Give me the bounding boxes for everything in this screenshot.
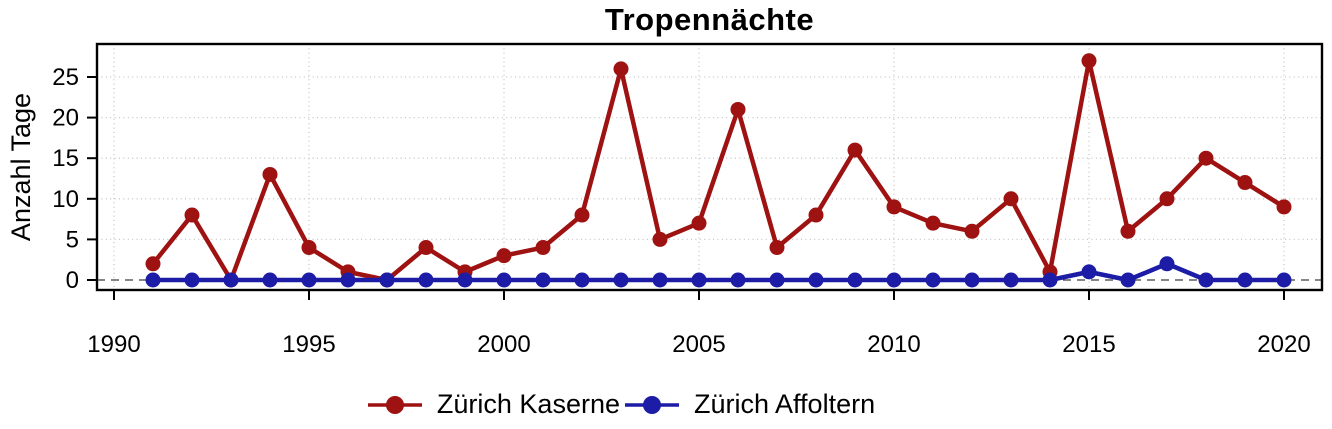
y-tick-label: 10 <box>52 186 79 213</box>
data-point-zurich-affoltern-2010 <box>886 272 902 288</box>
data-point-zurich-affoltern-1998 <box>418 272 434 288</box>
data-point-zurich-affoltern-2018 <box>1198 272 1214 288</box>
data-point-zurich-affoltern-2017 <box>1159 256 1175 272</box>
data-point-zurich-affoltern-2011 <box>925 272 941 288</box>
y-tick-label: 15 <box>52 145 79 172</box>
data-point-zurich-kaserne-2020 <box>1276 199 1292 215</box>
data-point-zurich-affoltern-1995 <box>301 272 317 288</box>
data-point-zurich-affoltern-2001 <box>535 272 551 288</box>
y-tick-label: 25 <box>52 64 79 91</box>
data-point-zurich-kaserne-2006 <box>730 101 746 117</box>
data-point-zurich-affoltern-1999 <box>457 272 473 288</box>
data-point-zurich-affoltern-2014 <box>1042 272 1058 288</box>
data-point-zurich-kaserne-2003 <box>613 61 629 77</box>
y-tick-label: 20 <box>52 105 79 132</box>
data-point-zurich-affoltern-2008 <box>808 272 824 288</box>
data-point-zurich-affoltern-2000 <box>496 272 512 288</box>
data-point-zurich-kaserne-1998 <box>418 240 434 256</box>
plot-border <box>95 42 1324 292</box>
line-dot-marker-icon <box>367 395 422 414</box>
data-point-zurich-kaserne-2018 <box>1198 150 1214 166</box>
data-point-zurich-affoltern-2009 <box>847 272 863 288</box>
x-tick-label: 2005 <box>672 331 725 358</box>
y-tick-label: 5 <box>66 226 79 253</box>
legend-item-zurich-kaserne: Zürich Kaserne <box>367 389 620 420</box>
data-point-zurich-affoltern-2006 <box>730 272 746 288</box>
data-point-zurich-kaserne-2010 <box>886 199 902 215</box>
data-point-zurich-kaserne-2005 <box>691 215 707 231</box>
data-point-zurich-affoltern-1996 <box>340 272 356 288</box>
data-point-zurich-kaserne-2007 <box>769 240 785 256</box>
data-point-zurich-kaserne-2000 <box>496 248 512 264</box>
data-point-zurich-affoltern-2005 <box>691 272 707 288</box>
data-point-zurich-kaserne-1991 <box>145 256 161 272</box>
x-tick-label: 2015 <box>1062 331 1115 358</box>
data-point-zurich-kaserne-1992 <box>184 207 200 223</box>
data-point-zurich-affoltern-2004 <box>652 272 668 288</box>
y-axis-title: Anzahl Tage <box>6 93 36 241</box>
data-point-zurich-affoltern-2013 <box>1003 272 1019 288</box>
series-line-zurich-affoltern <box>150 261 1287 283</box>
legend-label-zurich-affoltern: Zürich Affoltern <box>694 389 876 419</box>
data-point-zurich-kaserne-2008 <box>808 207 824 223</box>
data-point-zurich-affoltern-1991 <box>145 272 161 288</box>
data-point-zurich-kaserne-2019 <box>1237 175 1253 191</box>
plot-area: 0 5 10 15 20 25 1990 1995 2000 2005 2010 2015 2020 An… <box>6 42 1324 358</box>
data-point-zurich-kaserne-1994 <box>262 166 278 182</box>
x-tick-label: 2010 <box>867 331 920 358</box>
data-point-zurich-affoltern-2012 <box>964 272 980 288</box>
data-point-zurich-kaserne-1995 <box>301 240 317 256</box>
data-point-zurich-kaserne-2017 <box>1159 191 1175 207</box>
data-point-zurich-affoltern-1994 <box>262 272 278 288</box>
data-point-zurich-affoltern-2002 <box>574 272 590 288</box>
data-point-zurich-kaserne-2002 <box>574 207 590 223</box>
data-point-zurich-kaserne-2004 <box>652 231 668 247</box>
data-point-zurich-affoltern-2016 <box>1120 272 1136 288</box>
data-point-zurich-affoltern-2015 <box>1081 264 1097 280</box>
data-point-zurich-kaserne-2001 <box>535 240 551 256</box>
data-point-zurich-kaserne-2013 <box>1003 191 1019 207</box>
x-tick-label: 2000 <box>477 331 530 358</box>
x-tick-label: 1990 <box>87 331 140 358</box>
data-point-zurich-affoltern-2019 <box>1237 272 1253 288</box>
data-point-zurich-affoltern-1997 <box>379 272 395 288</box>
legend-label-zurich-kaserne: Zürich Kaserne <box>436 389 620 419</box>
data-point-zurich-kaserne-2011 <box>925 215 941 231</box>
data-point-zurich-kaserne-2015 <box>1081 53 1097 69</box>
data-point-zurich-affoltern-2003 <box>613 272 629 288</box>
data-point-zurich-affoltern-2020 <box>1276 272 1292 288</box>
legend: Zürich Kaserne Zürich Affoltern <box>0 380 1287 429</box>
legend-item-zurich-affoltern: Zürich Affoltern <box>624 389 875 420</box>
data-point-zurich-affoltern-1992 <box>184 272 200 288</box>
y-tick-label: 0 <box>66 267 79 294</box>
data-point-zurich-kaserne-2012 <box>964 223 980 239</box>
data-point-zurich-kaserne-2009 <box>847 142 863 158</box>
x-tick-label: 1995 <box>282 331 335 358</box>
line-dot-marker-icon <box>625 395 679 414</box>
data-point-zurich-kaserne-2016 <box>1120 223 1136 239</box>
data-point-zurich-affoltern-2007 <box>769 272 785 288</box>
data-point-zurich-affoltern-1993 <box>223 272 239 288</box>
x-tick-label: 2020 <box>1257 331 1310 358</box>
chart-title: Tropennächte <box>604 2 815 37</box>
series-line-zurich-kaserne <box>150 58 1287 283</box>
